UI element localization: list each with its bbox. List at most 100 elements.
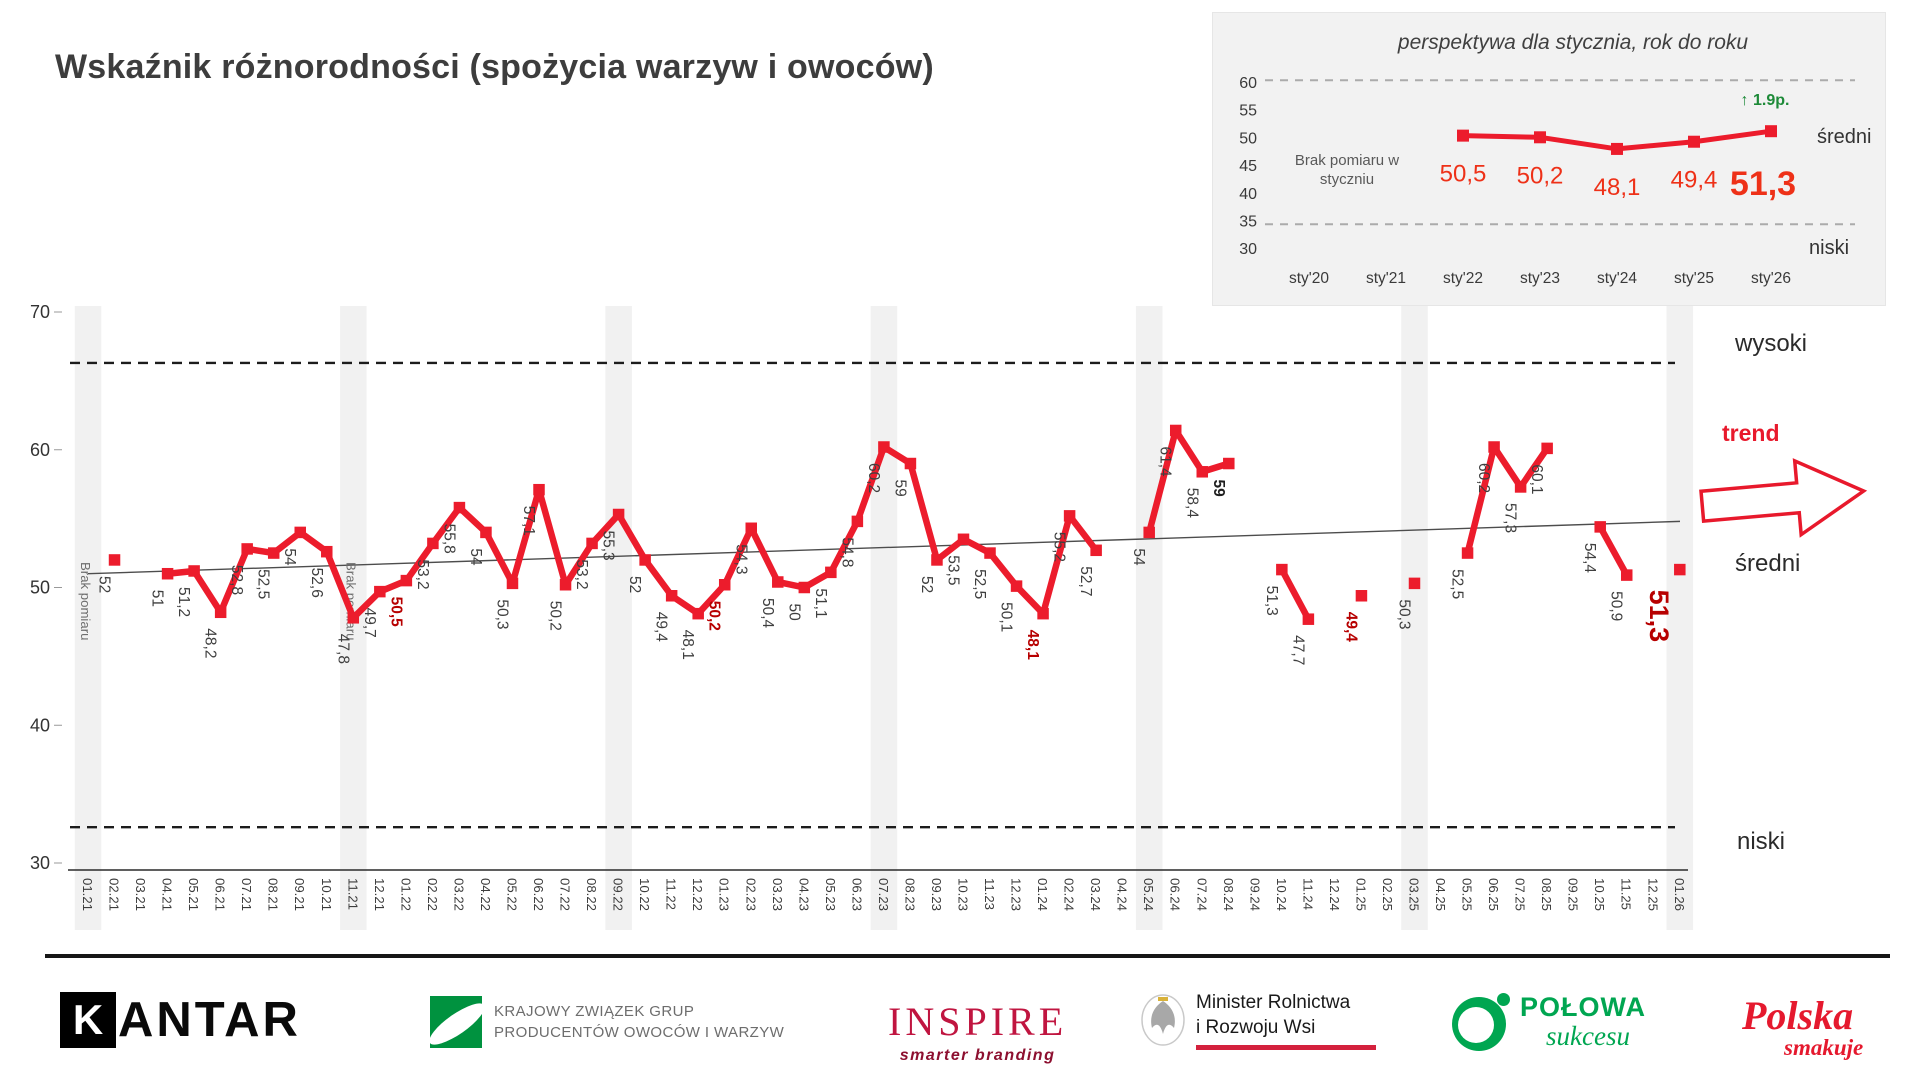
svg-text:47,7: 47,7 xyxy=(1289,635,1306,665)
svg-text:40: 40 xyxy=(30,715,50,735)
svg-text:styczniu: styczniu xyxy=(1320,171,1374,188)
svg-text:50,2: 50,2 xyxy=(1517,162,1564,189)
svg-text:01.22: 01.22 xyxy=(398,878,413,911)
svg-text:55,2: 55,2 xyxy=(1051,532,1068,562)
trend-label: trend xyxy=(1722,420,1780,446)
svg-text:30: 30 xyxy=(1239,241,1257,258)
svg-text:08.23: 08.23 xyxy=(902,878,917,911)
svg-text:45: 45 xyxy=(1239,158,1257,175)
svg-text:52: 52 xyxy=(626,576,643,593)
svg-text:niski: niski xyxy=(1809,237,1849,259)
svg-text:06.22: 06.22 xyxy=(531,878,546,911)
svg-text:03.23: 03.23 xyxy=(770,878,785,911)
polowa-sukcesu-logo: POŁOWA sukcesu xyxy=(1452,992,1646,1052)
svg-text:48,1: 48,1 xyxy=(679,630,696,660)
svg-text:12.23: 12.23 xyxy=(1009,878,1024,911)
footer-divider xyxy=(45,954,1890,958)
svg-text:09.24: 09.24 xyxy=(1247,878,1262,911)
svg-text:50: 50 xyxy=(785,604,802,622)
svg-text:08.21: 08.21 xyxy=(266,878,281,911)
svg-text:03.22: 03.22 xyxy=(451,878,466,911)
svg-text:55: 55 xyxy=(1239,103,1257,120)
svg-text:04.22: 04.22 xyxy=(478,878,493,911)
svg-text:52,5: 52,5 xyxy=(971,569,988,599)
ministry-red-bar xyxy=(1196,1045,1376,1050)
svg-text:47,8: 47,8 xyxy=(334,634,351,664)
svg-text:50,5: 50,5 xyxy=(387,597,404,628)
svg-text:54,8: 54,8 xyxy=(838,537,855,567)
svg-text:60,2: 60,2 xyxy=(1475,463,1492,493)
svg-text:53,5: 53,5 xyxy=(944,555,961,585)
svg-text:54: 54 xyxy=(281,548,298,566)
svg-text:55,8: 55,8 xyxy=(440,524,457,554)
ministry-line2: i Rozwoju Wsi xyxy=(1196,1017,1316,1038)
svg-text:Brak pomiaru: Brak pomiaru xyxy=(78,562,93,640)
svg-text:02.25: 02.25 xyxy=(1380,878,1395,911)
svg-text:53,2: 53,2 xyxy=(573,559,590,589)
inset-chart-svg: perspektywa dla stycznia, rok do roku 60 5… xyxy=(1239,31,1871,287)
svg-text:03.24: 03.24 xyxy=(1088,878,1103,911)
svg-text:02.23: 02.23 xyxy=(743,878,758,911)
svg-text:06.25: 06.25 xyxy=(1486,878,1501,911)
svg-text:50,2: 50,2 xyxy=(547,601,564,631)
svg-text:06.21: 06.21 xyxy=(213,878,228,911)
svg-text:10.25: 10.25 xyxy=(1592,878,1607,911)
svg-text:07.23: 07.23 xyxy=(876,878,891,911)
svg-text:60: 60 xyxy=(30,440,50,460)
svg-text:11.23: 11.23 xyxy=(982,878,997,910)
svg-text:11.25: 11.25 xyxy=(1619,878,1634,910)
svg-text:48,1: 48,1 xyxy=(1024,630,1041,661)
svg-text:51,1: 51,1 xyxy=(812,588,829,618)
svg-text:50: 50 xyxy=(1239,130,1257,147)
svg-text:52,8: 52,8 xyxy=(228,565,245,595)
svg-text:02.22: 02.22 xyxy=(425,878,440,911)
polowa-logo-text: POŁOWA sukcesu xyxy=(1520,992,1646,1052)
kzg-logo: KRAJOWY ZWIĄZEK GRUP PRODUCENTÓW OWOCÓW … xyxy=(430,996,784,1048)
svg-text:10.21: 10.21 xyxy=(319,878,334,911)
svg-text:06.23: 06.23 xyxy=(849,878,864,911)
eagle-emblem-icon xyxy=(1141,994,1185,1046)
kantar-k-mark-icon: K xyxy=(60,992,116,1048)
svg-text:54: 54 xyxy=(1130,548,1147,566)
polowa-mark-icon xyxy=(1452,993,1510,1051)
svg-text:sty'26: sty'26 xyxy=(1751,270,1791,287)
svg-text:59: 59 xyxy=(891,480,908,497)
inspire-tagline: smarter branding xyxy=(899,1047,1056,1064)
svg-text:50,3: 50,3 xyxy=(493,599,510,629)
svg-text:11.24: 11.24 xyxy=(1300,878,1315,910)
svg-text:07.22: 07.22 xyxy=(558,878,573,911)
inspire-wordmark: INSPIRE xyxy=(888,999,1068,1044)
svg-text:10.24: 10.24 xyxy=(1274,878,1289,911)
svg-text:05.21: 05.21 xyxy=(186,878,201,911)
ministry-line1: Minister Rolnictwa xyxy=(1196,992,1351,1013)
svg-text:59: 59 xyxy=(1210,480,1227,498)
svg-text:52,6: 52,6 xyxy=(308,568,325,598)
svg-text:12.24: 12.24 xyxy=(1327,878,1342,911)
svg-text:58,4: 58,4 xyxy=(1183,488,1200,519)
svg-text:07.21: 07.21 xyxy=(239,878,254,911)
svg-text:05.23: 05.23 xyxy=(823,878,838,911)
svg-text:08.24: 08.24 xyxy=(1221,878,1236,911)
svg-text:07.24: 07.24 xyxy=(1194,878,1209,911)
svg-text:50,2: 50,2 xyxy=(706,601,723,631)
svg-text:50: 50 xyxy=(30,578,50,598)
svg-text:60,2: 60,2 xyxy=(865,463,882,493)
svg-text:50,3: 50,3 xyxy=(1396,599,1413,629)
svg-text:50,4: 50,4 xyxy=(759,598,776,629)
svg-text:70: 70 xyxy=(30,302,50,322)
svg-text:51,2: 51,2 xyxy=(175,587,192,617)
svg-text:54,4: 54,4 xyxy=(1581,543,1598,574)
polska-line1: Polska xyxy=(1742,993,1854,1038)
polska-smakuje-logo: Polska smakuje xyxy=(1742,992,1863,1061)
svg-text:49,4: 49,4 xyxy=(1342,612,1359,643)
svg-text:04.23: 04.23 xyxy=(796,878,811,911)
inspire-logo: INSPIRE smarter branding xyxy=(888,998,1067,1065)
svg-text:51: 51 xyxy=(149,590,166,607)
svg-text:01.26: 01.26 xyxy=(1672,878,1687,911)
svg-text:52,5: 52,5 xyxy=(1449,569,1466,599)
trend-arrow-icon xyxy=(1699,458,1868,538)
kantar-wordmark: ANTAR xyxy=(118,993,301,1047)
svg-text:49,4: 49,4 xyxy=(653,612,670,643)
svg-text:średni: średni xyxy=(1817,126,1871,148)
